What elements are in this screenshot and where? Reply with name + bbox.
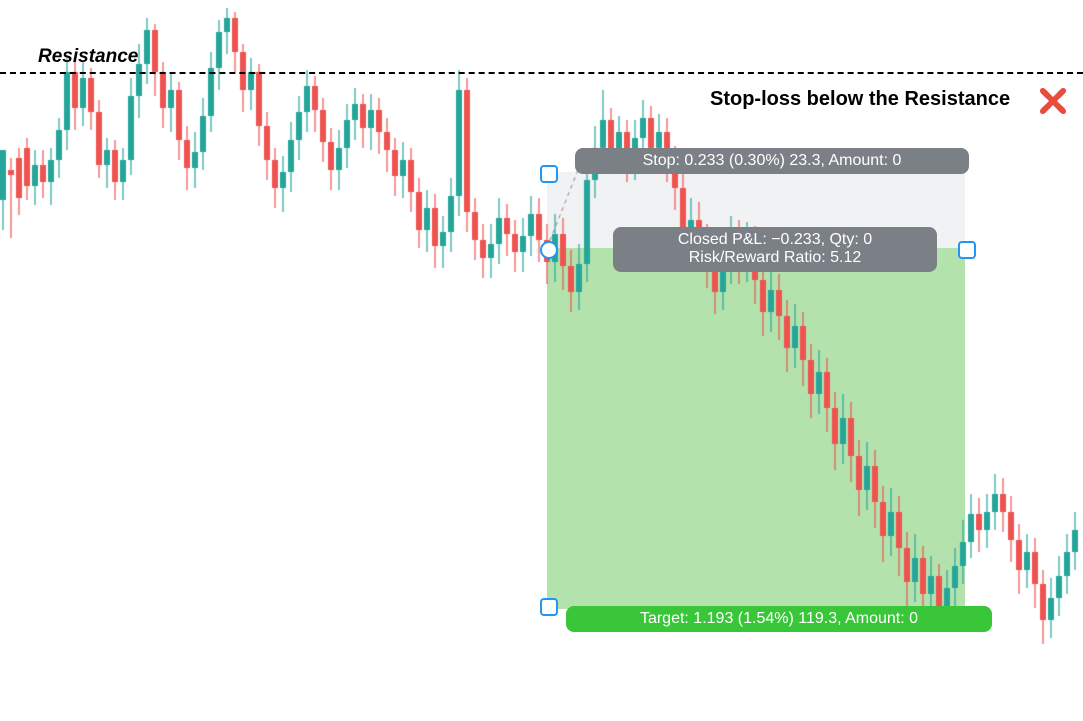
target-info-text: Target: 1.193 (1.54%) 119.3, Amount: 0 <box>640 610 918 627</box>
resistance-label: Resistance <box>38 46 138 68</box>
headline-text: Stop-loss below the Resistance <box>710 88 1010 111</box>
entry-info-box: Closed P&L: −0.233, Qty: 0 Risk/Reward R… <box>613 227 937 272</box>
resistance-line <box>0 72 1083 74</box>
target-info-box: Target: 1.193 (1.54%) 119.3, Amount: 0 <box>566 606 992 632</box>
close-icon <box>1037 85 1069 117</box>
entry-left-handle[interactable] <box>540 241 558 259</box>
entry-right-handle[interactable] <box>958 241 976 259</box>
stop-info-text: Stop: 0.233 (0.30%) 23.3, Amount: 0 <box>643 152 902 169</box>
stop-info-box: Stop: 0.233 (0.30%) 23.3, Amount: 0 <box>575 148 969 174</box>
entry-info-line1: Closed P&L: −0.233, Qty: 0 <box>678 231 872 248</box>
target-handle[interactable] <box>540 598 558 616</box>
entry-info-line2: Risk/Reward Ratio: 5.12 <box>689 249 862 266</box>
stop-top-handle[interactable] <box>540 165 558 183</box>
